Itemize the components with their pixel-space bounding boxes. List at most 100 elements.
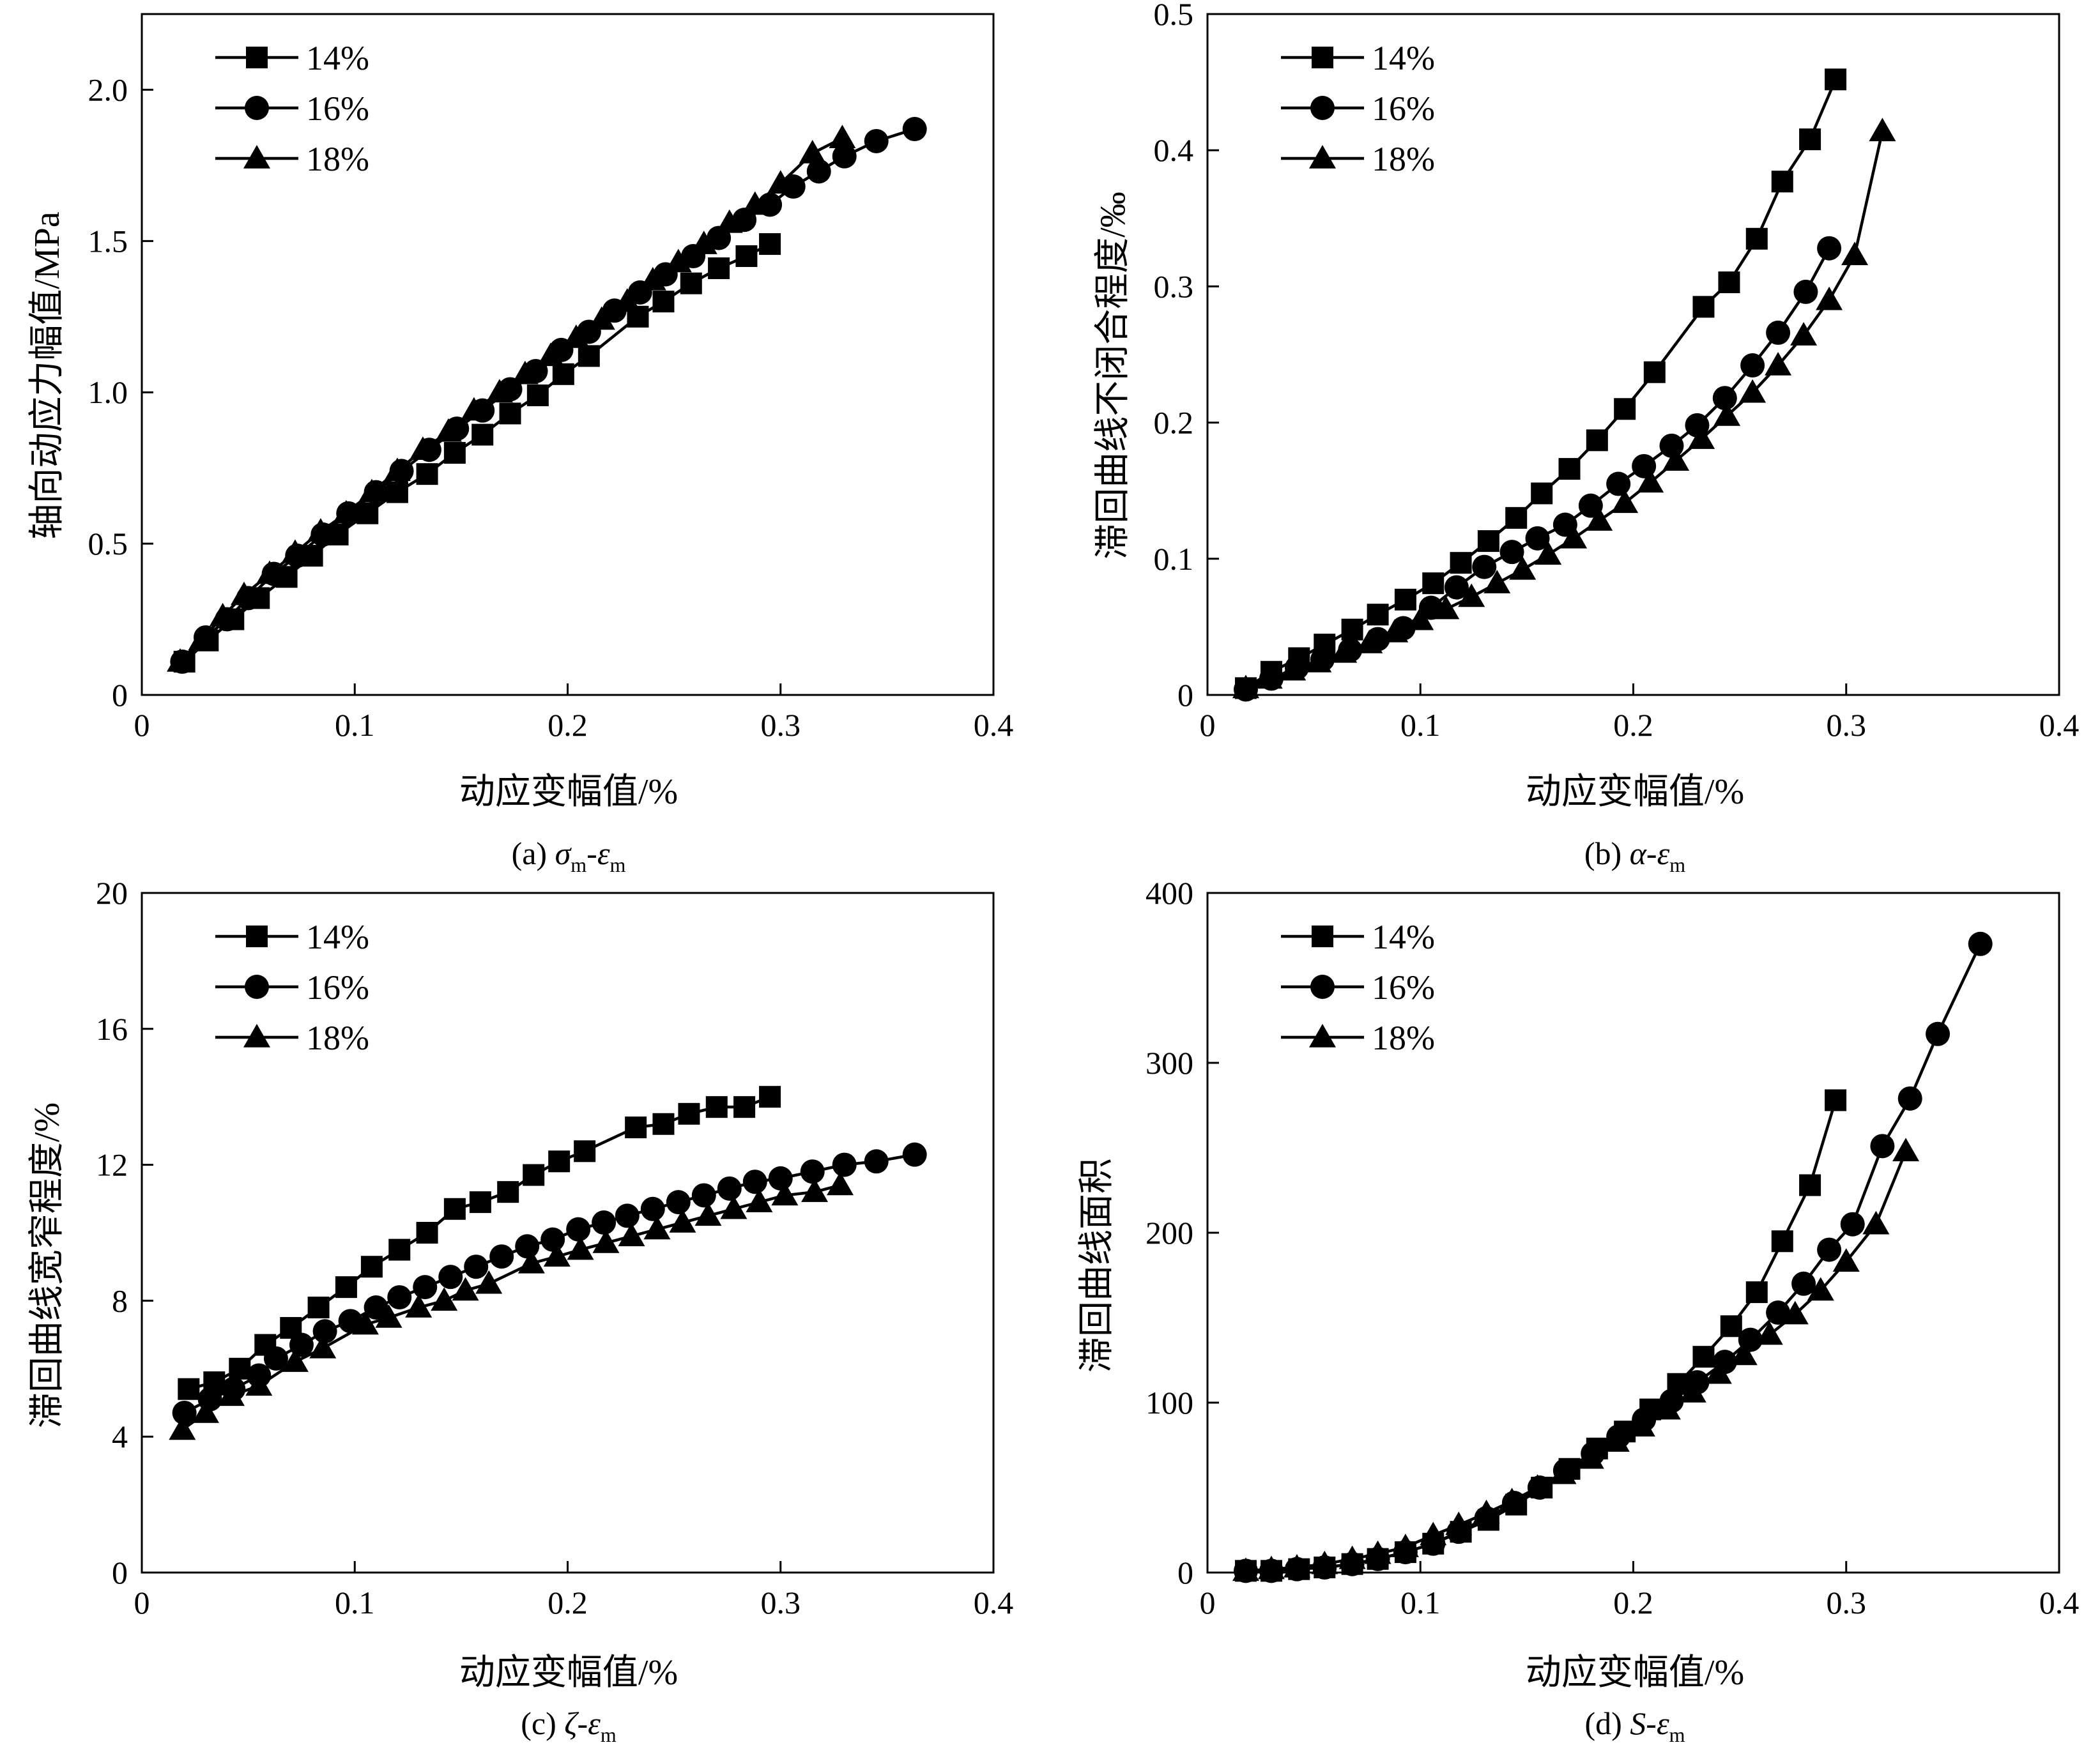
panel-b-point <box>1535 541 1562 565</box>
panel-b-point <box>1643 361 1666 383</box>
panel-c-point <box>801 1178 829 1202</box>
legend-marker <box>1310 975 1335 999</box>
panel-d-point <box>1926 1021 1951 1046</box>
panel-b-point <box>1477 530 1499 552</box>
panel-d-caption: (d) S-εm <box>1584 1705 1685 1745</box>
panel-d-point <box>1549 1460 1577 1484</box>
panel-b-xtick-label: 0.4 <box>2039 707 2080 743</box>
panel-b-point <box>1659 433 1684 458</box>
panel-b-point <box>1558 458 1581 480</box>
panel-d-point <box>1840 1212 1865 1237</box>
panel-b-ytick-label: 0.1 <box>1154 541 1194 577</box>
panel-c-series-triangle <box>169 1171 854 1440</box>
panel-d-ytick-label: 200 <box>1146 1215 1193 1251</box>
panel-d-point <box>1892 1138 1920 1162</box>
panel-a-point <box>613 288 641 312</box>
panel-c-point <box>625 1116 647 1139</box>
panel-d-xtick-label: 0.1 <box>1400 1585 1441 1620</box>
panel-c-point <box>720 1195 747 1219</box>
panel-b-caption: (b) α-εm <box>1584 835 1685 876</box>
panel-c-point <box>864 1149 889 1174</box>
panel-b-point <box>1341 618 1363 641</box>
panel-b-point <box>1422 572 1445 595</box>
panel-c-point <box>416 1222 438 1244</box>
panel-d-point <box>1420 1521 1447 1546</box>
panel-a-point <box>552 363 574 385</box>
panel-d: 0 0.1 0.2 0.3 0.4 0 100 200 300 400 14% 16% 18% 动应变幅… <box>1077 875 2079 1745</box>
legend-label: 14% <box>1372 918 1435 956</box>
panel-c-point <box>489 1244 514 1269</box>
panel-d-xtick-label: 0 <box>1200 1585 1216 1620</box>
panel-c-series-square <box>178 1086 781 1400</box>
panel-d-series-triangle <box>1232 1138 1920 1581</box>
panel-b-point <box>1712 386 1737 411</box>
panel-b-point <box>1407 606 1434 630</box>
panel-c-point <box>768 1166 793 1191</box>
panel-c-point <box>548 1150 571 1173</box>
panel-b-ylabel: 滞回曲线不闭合程度/‰ <box>1093 192 1133 560</box>
panel-a-ytick-label: 1.0 <box>88 374 128 410</box>
legend-label: 14% <box>306 918 369 956</box>
panel-a-point <box>416 463 438 485</box>
panel-d-point <box>1730 1341 1758 1366</box>
panel-a-point <box>256 560 283 584</box>
panel-b-xtick-label: 0.2 <box>1613 707 1653 743</box>
panel-c-point <box>652 1113 675 1135</box>
panel-d-point <box>1602 1428 1630 1452</box>
panel-b-xlabel: 动应变幅值/% <box>1526 772 1744 812</box>
panel-c-point <box>497 1181 519 1203</box>
panel-a-point <box>383 457 411 482</box>
panel-c-point <box>694 1202 722 1226</box>
panel-b-xtick-label: 0 <box>1200 707 1216 743</box>
panel-b-xtick-label: 0.3 <box>1827 707 1867 743</box>
legend-marker <box>245 96 269 120</box>
panel-c-series-circle <box>172 1142 927 1425</box>
panel-c-point <box>469 1191 491 1214</box>
panel-a-point <box>799 139 826 164</box>
panel-b-point <box>1765 352 1792 376</box>
panel-b-point <box>1525 526 1550 551</box>
panel-a-point <box>443 441 466 464</box>
panel-a-point <box>735 245 758 268</box>
panel-c-point <box>618 1223 645 1247</box>
legend-label: 14% <box>306 39 369 77</box>
panel-a-point <box>332 499 360 524</box>
panel-d-point <box>1445 1511 1473 1535</box>
legend-label: 16% <box>1372 89 1435 128</box>
panel-b-point <box>1279 657 1307 681</box>
panel-a-point <box>281 539 309 563</box>
panel-c-xtick-label: 0.3 <box>761 1585 801 1620</box>
panel-b-point <box>1713 402 1741 426</box>
panel-a-ytick-label: 2.0 <box>88 72 128 107</box>
panel-d-point <box>1653 1396 1681 1420</box>
panel-a-point <box>864 128 889 153</box>
legend-marker <box>1309 145 1336 169</box>
panel-c-ytick-label: 16 <box>96 1011 128 1047</box>
legend-marker <box>243 145 270 169</box>
panel-c-point <box>172 1400 197 1425</box>
panel-a-point <box>471 423 494 446</box>
panel-c-point <box>643 1215 671 1240</box>
panel-d-point <box>1791 1271 1816 1296</box>
panel-c-point <box>309 1334 337 1359</box>
legend-label: 18% <box>306 140 369 178</box>
panel-a-series-triangle <box>166 125 856 672</box>
panel-c-point <box>475 1270 503 1294</box>
legend-marker <box>1309 1024 1336 1048</box>
panel-b-point <box>1444 575 1469 600</box>
panel-c-point <box>669 1209 696 1233</box>
panel-a-ytick-label: 0.5 <box>88 526 128 561</box>
panel-c-point <box>640 1196 665 1221</box>
panel-b-plot-area: 0 0.1 0.2 0.3 0.4 0 0.1 0.2 0.3 0.4 0.5 14% 16% 18% <box>1154 0 2080 743</box>
panel-b-point <box>1817 236 1842 261</box>
panel-d-point <box>1799 1174 1821 1196</box>
panel-d-point <box>1832 1248 1860 1272</box>
panel-c-point <box>364 1295 388 1320</box>
panel-c-xlabel: 动应变幅值/% <box>459 1653 678 1693</box>
panel-b-ytick-label: 0.3 <box>1154 268 1194 304</box>
panel-d-point <box>1825 1089 1847 1111</box>
panel-d-ytick-label: 300 <box>1146 1045 1193 1081</box>
panel-c-ytick-label: 0 <box>112 1555 128 1590</box>
